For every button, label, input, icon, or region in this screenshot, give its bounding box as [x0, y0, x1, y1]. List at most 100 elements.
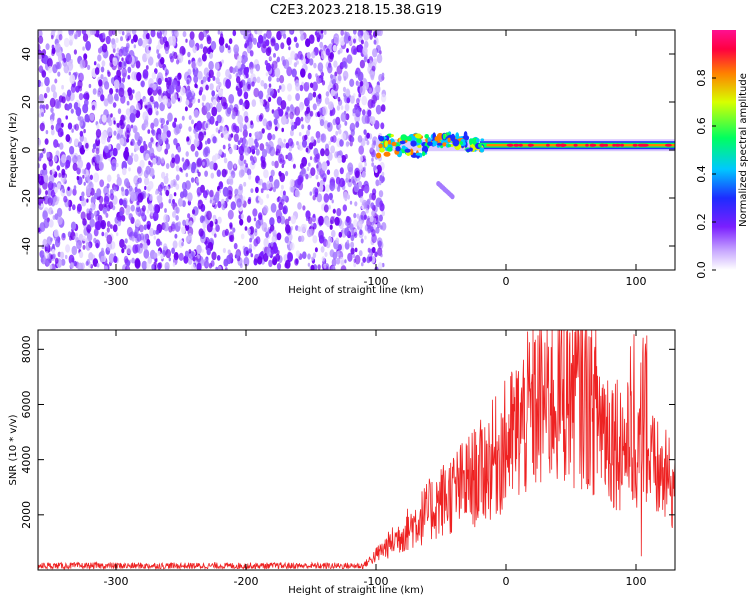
noise-blob: [113, 252, 117, 257]
noise-blob: [320, 246, 325, 253]
colorbar-tick-label: 0.8: [695, 69, 708, 87]
noise-blob: [252, 156, 257, 164]
noise-blob: [273, 53, 276, 58]
y-tick-label: 2000: [20, 501, 33, 529]
noise-blob: [276, 77, 280, 83]
noise-blob: [166, 120, 169, 126]
noise-blob: [76, 239, 82, 250]
noise-blob: [190, 143, 196, 152]
signal-blob: [479, 147, 485, 153]
noise-blob: [175, 206, 180, 214]
noise-blob: [272, 229, 277, 237]
noise-blob: [175, 174, 180, 181]
noise-blob: [263, 237, 269, 248]
noise-blob: [160, 157, 165, 164]
noise-blob: [198, 31, 205, 41]
noise-blob: [188, 59, 191, 65]
noise-blob: [369, 146, 374, 153]
noise-blob: [341, 132, 347, 141]
noise-blob: [306, 228, 312, 238]
signal-blob: [379, 147, 385, 153]
noise-blob: [82, 33, 89, 42]
noise-blob: [139, 145, 145, 154]
noise-blob: [143, 119, 149, 128]
noise-blob: [110, 224, 113, 229]
noise-blob: [283, 59, 290, 70]
noise-blob: [163, 175, 169, 185]
signal-blob: [447, 137, 451, 143]
signal-blob: [378, 135, 385, 142]
noise-blob: [180, 86, 186, 96]
noise-blob: [245, 163, 249, 168]
noise-blob: [157, 77, 162, 85]
noise-blob: [305, 216, 309, 222]
noise-blob: [337, 155, 342, 164]
noise-blob: [318, 215, 324, 226]
noise-blob: [314, 247, 318, 253]
noise-blob: [148, 78, 154, 88]
noise-blob: [381, 210, 385, 217]
noise-blob: [122, 46, 128, 57]
noise-blob: [353, 212, 357, 219]
noise-blob: [157, 250, 161, 256]
noise-blob: [247, 83, 251, 90]
noise-blob: [211, 90, 216, 97]
noise-blob: [69, 145, 75, 155]
noise-blob: [108, 30, 113, 37]
signal-blob: [391, 141, 397, 147]
snr-panel: -300 -200 -100 0 100 2000 4000 6000 8000 Height…: [8, 329, 676, 596]
noise-blob: [360, 156, 364, 162]
noise-blob: [43, 174, 49, 183]
noise-blob: [182, 30, 187, 38]
noise-blob: [263, 169, 269, 179]
signal-blob: [434, 136, 440, 142]
signal-blob: [436, 142, 443, 146]
noise-blob: [216, 169, 221, 177]
noise-blob: [130, 124, 134, 129]
noise-blob: [265, 104, 270, 113]
noise-blob: [56, 100, 62, 109]
colorbar-ticks: 0.0 0.2 0.4 0.6 0.8: [695, 69, 716, 279]
noise-blob: [77, 262, 83, 270]
noise-blob: [284, 236, 289, 244]
noise-blob: [93, 172, 100, 183]
noise-blob: [198, 228, 204, 237]
noise-blob: [285, 106, 290, 113]
noise-blob: [190, 165, 196, 174]
noise-blob: [235, 251, 240, 259]
noise-blob: [174, 153, 181, 164]
y-tick-label: 8000: [20, 335, 33, 363]
noise-blob: [342, 204, 347, 212]
noise-blob: [345, 141, 349, 148]
noise-blob: [177, 197, 184, 207]
noise-blob: [127, 66, 132, 74]
noise-blob: [145, 65, 149, 70]
noise-blob: [111, 41, 117, 50]
noise-blob: [309, 110, 314, 117]
noise-blob: [260, 80, 265, 87]
noise-blob: [375, 84, 381, 94]
noise-blob: [268, 83, 272, 88]
noise-blob: [294, 189, 300, 197]
noise-blob: [137, 243, 144, 254]
noise-blob: [216, 96, 221, 103]
noise-blob: [50, 254, 54, 260]
noise-blob: [330, 89, 335, 97]
noise-blob: [161, 171, 166, 179]
noise-blob: [72, 162, 78, 172]
signal-blob: [471, 137, 477, 145]
noise-blob: [225, 69, 231, 78]
noise-blob: [70, 84, 76, 93]
noise-blob: [328, 140, 331, 146]
noise-blob: [137, 139, 142, 146]
noise-blob: [250, 145, 255, 153]
noise-blob: [191, 263, 196, 270]
signal-blob: [421, 145, 429, 153]
noise-blob: [333, 82, 339, 92]
noise-blob: [256, 76, 261, 84]
noise-blob: [261, 148, 268, 158]
noise-blob: [300, 235, 305, 242]
noise-blob: [209, 83, 214, 91]
signal-blob: [384, 135, 390, 142]
signal-blob: [399, 140, 406, 145]
